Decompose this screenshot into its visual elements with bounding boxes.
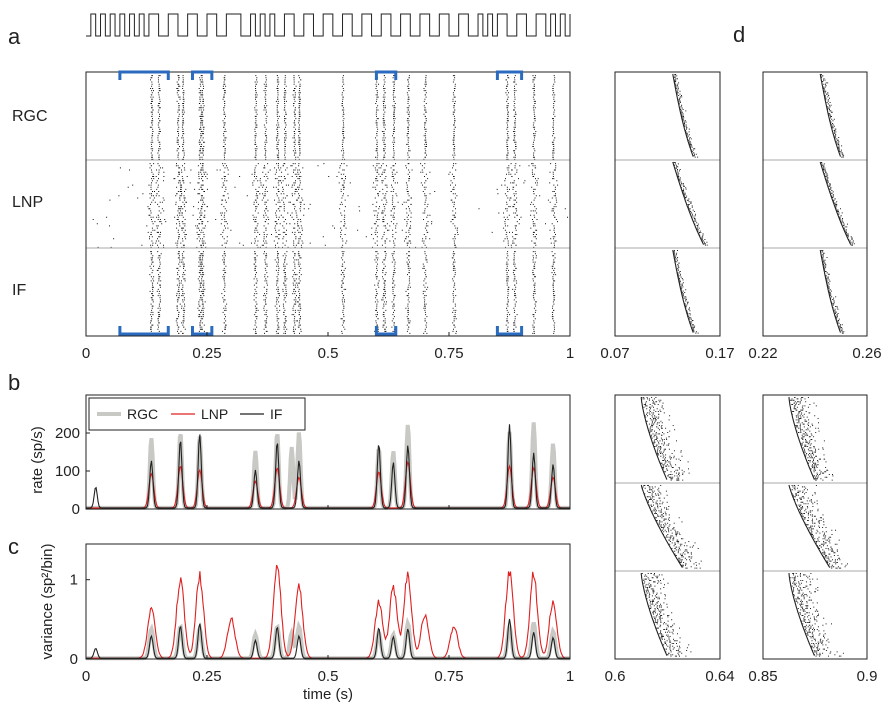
bracket-bottom — [495, 326, 524, 336]
variance-frame — [85, 543, 571, 660]
row-label-if: IF — [12, 282, 26, 299]
bracket-bottom — [118, 326, 170, 336]
zoom-panel-frame — [762, 394, 868, 660]
bracket-top — [190, 70, 214, 80]
panel-label-a: a — [8, 24, 21, 49]
first-spike-edge — [819, 161, 852, 245]
first-spike-edge — [672, 161, 705, 245]
zoom-x-tick-right: 0.17 — [705, 345, 734, 362]
zoom-panel-frame — [614, 394, 721, 660]
zoom-x-tick-left: 0.6 — [605, 668, 626, 685]
panel-label-d: d — [733, 22, 745, 47]
first-spike-edge — [672, 249, 694, 333]
stimulus-trace — [86, 13, 571, 37]
var-line-lnp — [85, 564, 570, 659]
bracket-top — [374, 70, 398, 80]
zoom-panels: 0.07 0.17 0.22 0.26 0.6 0.64 0.85 0.9 — [600, 71, 881, 685]
first-spike-edge — [788, 572, 815, 656]
zoom-panel-frame — [762, 71, 868, 337]
y-tick-label: 0 — [72, 501, 80, 518]
x-tick-label: 0 — [82, 668, 90, 685]
zoom-x-tick-right: 0.9 — [857, 668, 878, 685]
x-tick-label: 0 — [82, 345, 90, 362]
raster-spikes — [92, 75, 568, 334]
legend-label: IF — [270, 406, 282, 422]
zoom-panel-frame — [614, 71, 721, 337]
legend-box — [88, 397, 306, 431]
rate-panel: 0 100 200 rate (sp/s) RGC LNP IF — [29, 394, 571, 518]
first-spike-edge — [819, 73, 842, 157]
panel-label-c: c — [8, 534, 19, 559]
x-tick-label: 1 — [566, 668, 574, 685]
zoom-spikes — [673, 74, 708, 334]
zoom-x-tick-right: 0.64 — [705, 668, 734, 685]
zoom-x-tick-left: 0.07 — [600, 345, 629, 362]
bracket-bottom — [374, 326, 398, 336]
rate-line-lnp — [86, 460, 570, 509]
zoom-panel: 0.85 0.9 — [748, 394, 878, 685]
legend-label: RGC — [127, 406, 158, 422]
panel-label-b: b — [8, 370, 20, 395]
raster-main-x-ticks: 0 0.25 0.5 0.75 1 — [82, 332, 574, 362]
raster-main — [86, 75, 570, 334]
var-line-rgc — [86, 616, 570, 661]
rate-legend: RGC LNP IF — [88, 397, 306, 431]
zoom-spikes — [789, 397, 848, 657]
x-tick-label: 0.5 — [318, 345, 339, 362]
first-spike-edge — [640, 397, 668, 480]
y-tick-label: 0 — [70, 651, 78, 668]
zoom-panel: 0.07 0.17 — [600, 71, 735, 362]
x-tick-label: 0.25 — [192, 668, 221, 685]
row-label-lnp: LNP — [12, 194, 43, 211]
x-tick-label: 0.5 — [318, 668, 339, 685]
bracket-bottom — [190, 326, 214, 336]
variance-panel: 0 1 0 0.25 0.5 0.75 1 variance (sp²/bin) time (s… — [39, 543, 574, 703]
first-spike-edge — [788, 396, 815, 480]
bracket-top — [495, 70, 524, 80]
first-spike-edge — [672, 73, 694, 157]
highlight-brackets — [118, 70, 524, 336]
y-tick-label: 1 — [70, 572, 78, 589]
y-tick-label: 200 — [55, 425, 80, 442]
first-spike-edge — [640, 573, 668, 656]
zoom-x-tick-left: 0.22 — [748, 345, 777, 362]
zoom-panel: 0.6 0.64 — [605, 394, 735, 685]
rate-line-if — [86, 424, 570, 509]
first-spike-edge — [819, 249, 842, 333]
zoom-x-tick-left: 0.85 — [748, 668, 777, 685]
y-tick-label: 100 — [55, 463, 80, 480]
zoom-spikes — [820, 74, 855, 334]
x-tick-label: 1 — [566, 345, 574, 362]
row-label-rgc: RGC — [12, 108, 48, 125]
first-spike-edge — [640, 484, 683, 568]
rate-line-rgc — [86, 422, 570, 510]
zoom-panel: 0.22 0.26 — [748, 71, 881, 362]
x-tick-label: 0.75 — [434, 345, 463, 362]
zoom-x-tick-right: 0.26 — [852, 345, 881, 362]
x-tick-label: 0.25 — [192, 345, 221, 362]
x-tick-label: 0.75 — [434, 668, 463, 685]
rate-y-axis-label: rate (sp/s) — [29, 426, 46, 494]
legend-label: LNP — [201, 406, 228, 422]
bracket-top — [118, 70, 170, 80]
x-axis-label: time (s) — [303, 686, 353, 703]
variance-y-axis-label: variance (sp²/bin) — [39, 544, 56, 660]
first-spike-edge — [788, 484, 831, 568]
